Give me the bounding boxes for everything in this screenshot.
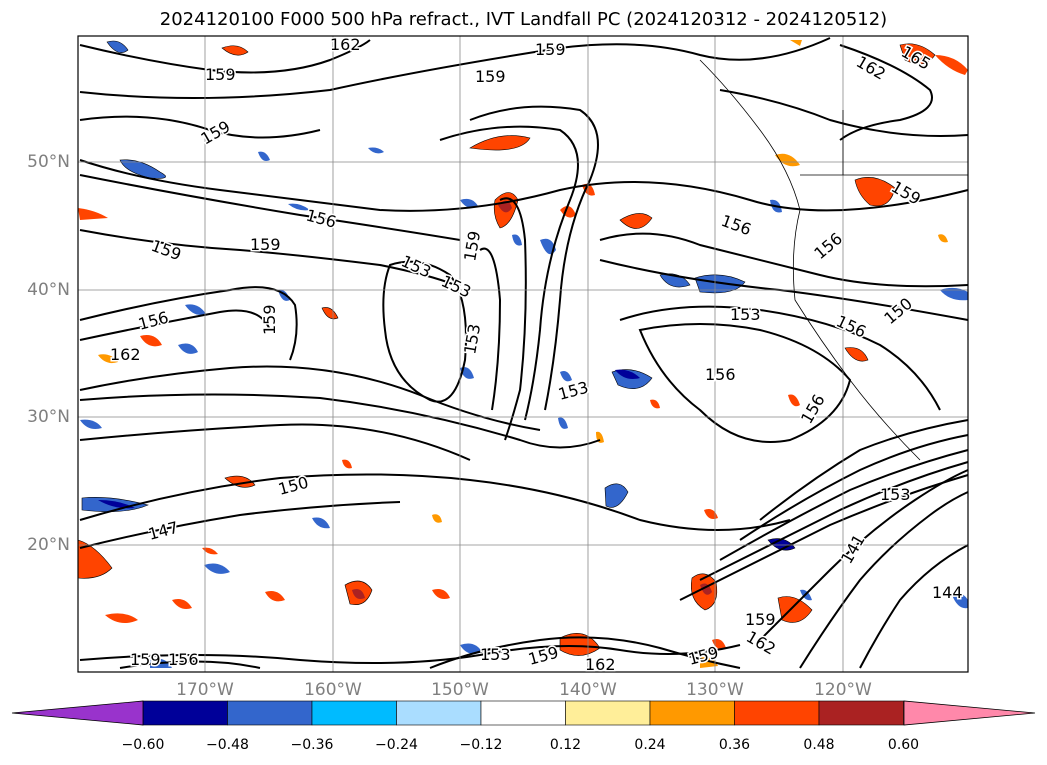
map-gridlines xyxy=(78,36,968,672)
contour-label: 156 xyxy=(168,650,199,669)
colorbar-tick-label: 0.24 xyxy=(634,737,666,753)
colorbar-segment xyxy=(480,700,566,726)
contour-label: 150 xyxy=(276,473,310,499)
contour-label: 153 xyxy=(880,485,911,504)
colorbar-tick-label: 0.36 xyxy=(718,737,751,753)
contour-label: 144 xyxy=(932,583,963,602)
lon-label-150w: 150°W xyxy=(431,680,489,700)
colorbar-tick-label: 0.12 xyxy=(549,737,582,753)
colorbar-segment xyxy=(565,700,651,726)
colorbar-tick-label: 0.48 xyxy=(803,737,835,753)
contour-label: 162 xyxy=(585,655,616,674)
contour-label: 162 xyxy=(743,627,779,659)
lon-label-170w: 170°W xyxy=(176,680,234,700)
colorbar-tick-label: −0.60 xyxy=(121,737,165,753)
lon-label-140w: 140°W xyxy=(559,680,617,700)
contour-label: 159 xyxy=(526,643,560,669)
contour-label: 162 xyxy=(110,345,141,364)
contour-label: 159 xyxy=(198,117,234,149)
contour-label: 156 xyxy=(719,211,754,239)
contour-label: 162 xyxy=(853,52,889,84)
colorbar-segment xyxy=(649,700,735,726)
contour-label: 159 xyxy=(260,304,279,335)
contour-label: 159 xyxy=(205,65,236,84)
colorbar-segment xyxy=(227,700,313,726)
colorbar-segment xyxy=(734,700,820,726)
contour-label: 159 xyxy=(535,40,566,59)
colorbar-tick-label: −0.48 xyxy=(206,737,249,753)
colorbar-tick-label: −0.24 xyxy=(375,737,418,753)
contour-label: 153 xyxy=(460,322,484,355)
contour-label: 156 xyxy=(705,365,736,384)
contour-label: 159 xyxy=(250,235,281,254)
contour-label: 162 xyxy=(330,35,361,54)
lon-label-160w: 160°W xyxy=(304,680,362,700)
colorbar-tick-label: 0.60 xyxy=(887,737,920,753)
contour-label: 156 xyxy=(810,229,846,263)
chart-title: 2024120100 F000 500 hPa refract., IVT La… xyxy=(159,9,888,30)
contour-label: 153 xyxy=(438,271,474,301)
contour-label: 141 xyxy=(837,531,869,567)
colorbar-segment xyxy=(818,700,904,726)
lat-label-50n: 50°N xyxy=(27,152,70,172)
colorbar-segment xyxy=(311,700,397,726)
colorbar-tick-label: −0.12 xyxy=(459,737,503,753)
lon-label-120w: 120°W xyxy=(814,680,872,700)
contour-label: 156 xyxy=(136,308,170,334)
contour-label: 150 xyxy=(880,294,916,328)
contour-label: 147 xyxy=(146,518,180,544)
contour-label: 159 xyxy=(130,650,161,669)
contour-label: 153 xyxy=(556,378,590,404)
lat-label-30n: 30°N xyxy=(27,407,70,427)
colorbar-segment xyxy=(142,700,228,726)
colorbar-segment xyxy=(396,700,482,726)
contour-label: 159 xyxy=(460,229,484,262)
lat-label-40n: 40°N xyxy=(27,280,70,300)
contour-label: 153 xyxy=(480,645,511,664)
colorbar xyxy=(11,700,1036,726)
coastlines xyxy=(699,59,968,461)
refractivity-contours xyxy=(79,37,969,669)
map-frame xyxy=(77,35,969,673)
lat-label-20n: 20°N xyxy=(27,535,70,555)
contour-label: 153 xyxy=(730,305,761,324)
colorbar-tick-label: −0.36 xyxy=(290,737,334,753)
contour-label: 159 xyxy=(475,67,506,86)
contour-label: 159 xyxy=(745,610,776,629)
lon-label-130w: 130°W xyxy=(686,680,744,700)
contour-label: 159 xyxy=(149,236,184,264)
